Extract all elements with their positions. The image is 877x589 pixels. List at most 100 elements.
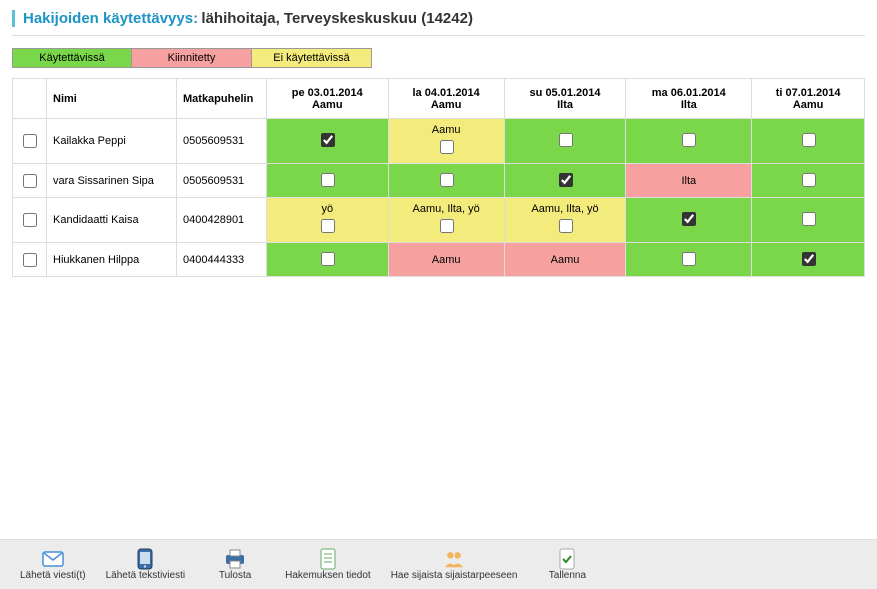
table-row: vara Sissarinen Sipa0505609531 Ilta [13, 164, 865, 198]
availability-checkbox[interactable] [440, 173, 454, 187]
page-title-value: lähihoitaja, Terveyskeskuskuu (14242) [201, 10, 473, 27]
availability-cell-available [267, 243, 389, 277]
availability-cell-available [626, 198, 752, 243]
row-select-cell [13, 119, 47, 164]
availability-cell-pinned: Ilta [626, 164, 752, 198]
save-icon [556, 548, 578, 570]
day-header: ti 07.01.2014Aamu [752, 79, 865, 119]
availability-checkbox[interactable] [440, 219, 454, 233]
day-header: ma 06.01.2014Ilta [626, 79, 752, 119]
availability-checkbox[interactable] [321, 133, 335, 147]
toolbar-button-label: Hakemuksen tiedot [285, 570, 371, 581]
day-header-slot: Aamu [273, 99, 382, 111]
row-select-cell [13, 164, 47, 198]
doc-icon [317, 548, 339, 570]
availability-cell-unavailable: Aamu, Ilta, yö [388, 198, 504, 243]
availability-label: Aamu [395, 123, 498, 137]
toolbar-button-label: Lähetä tekstiviesti [106, 570, 186, 581]
day-header-date: su 05.01.2014 [511, 87, 620, 99]
availability-checkbox[interactable] [682, 252, 696, 266]
availability-checkbox[interactable] [682, 212, 696, 226]
row-select-checkbox[interactable] [23, 134, 37, 148]
availability-checkbox[interactable] [321, 219, 335, 233]
row-select-checkbox[interactable] [23, 174, 37, 188]
name-header: Nimi [47, 79, 177, 119]
row-select-cell [13, 243, 47, 277]
availability-label: Aamu, Ilta, yö [395, 202, 498, 216]
name-cell: vara Sissarinen Sipa [47, 164, 177, 198]
availability-checkbox[interactable] [321, 173, 335, 187]
mail-icon [42, 548, 64, 570]
day-header-date: pe 03.01.2014 [273, 87, 382, 99]
day-header: su 05.01.2014Ilta [504, 79, 626, 119]
phone-cell: 0505609531 [177, 119, 267, 164]
day-header-slot: Aamu [395, 99, 498, 111]
sms-icon [134, 548, 156, 570]
availability-checkbox[interactable] [559, 219, 573, 233]
availability-label: Aamu [395, 253, 498, 267]
toolbar: Lähetä viesti(t) Lähetä tekstiviesti Tulos… [0, 539, 877, 589]
availability-cell-available [752, 119, 865, 164]
availability-checkbox[interactable] [440, 140, 454, 154]
find-substitute-button[interactable]: Hae sijaista sijaistarpeeseen [381, 546, 528, 583]
name-cell: Kailakka Peppi [47, 119, 177, 164]
day-header-date: la 04.01.2014 [395, 87, 498, 99]
phone-cell: 0505609531 [177, 164, 267, 198]
application-details-button[interactable]: Hakemuksen tiedot [275, 546, 381, 583]
availability-cell-available [267, 119, 389, 164]
availability-cell-unavailable: yö [267, 198, 389, 243]
page-title-bar: Hakijoiden käytettävyys: lähihoitaja, Te… [12, 10, 865, 27]
availability-checkbox[interactable] [802, 212, 816, 226]
availability-checkbox[interactable] [802, 173, 816, 187]
availability-cell-available [504, 164, 626, 198]
availability-checkbox[interactable] [802, 133, 816, 147]
day-header-date: ti 07.01.2014 [758, 87, 858, 99]
availability-cell-available [626, 119, 752, 164]
availability-cell-available [267, 164, 389, 198]
availability-cell-available [388, 164, 504, 198]
day-header: pe 03.01.2014Aamu [267, 79, 389, 119]
availability-cell-available [752, 243, 865, 277]
availability-cell-available [626, 243, 752, 277]
legend-unavailable: Ei käytettävissä [252, 48, 372, 68]
day-header-slot: Ilta [511, 99, 620, 111]
day-header-date: ma 06.01.2014 [632, 87, 745, 99]
availability-checkbox[interactable] [682, 133, 696, 147]
availability-cell-available [504, 119, 626, 164]
day-header-slot: Ilta [632, 99, 745, 111]
availability-cell-available [752, 164, 865, 198]
row-select-checkbox[interactable] [23, 213, 37, 227]
availability-cell-available [752, 198, 865, 243]
table-row: Hiukkanen Hilppa0400444333 Aamu Aamu [13, 243, 865, 277]
send-sms-button[interactable]: Lähetä tekstiviesti [96, 546, 196, 583]
table-row: Kailakka Peppi0505609531 Aamu [13, 119, 865, 164]
name-cell: Hiukkanen Hilppa [47, 243, 177, 277]
availability-checkbox[interactable] [559, 173, 573, 187]
page-title-label: Hakijoiden käytettävyys: [23, 10, 198, 27]
toolbar-button-label: Tallenna [549, 570, 586, 581]
legend-pinned: Kiinnitetty [132, 48, 252, 68]
send-message-button[interactable]: Lähetä viesti(t) [10, 546, 96, 583]
select-all-header [13, 79, 47, 119]
availability-checkbox[interactable] [321, 252, 335, 266]
availability-checkbox[interactable] [559, 133, 573, 147]
row-select-checkbox[interactable] [23, 253, 37, 267]
availability-label: yö [273, 202, 382, 216]
row-select-cell [13, 198, 47, 243]
phone-cell: 0400444333 [177, 243, 267, 277]
print-button[interactable]: Tulosta [195, 546, 275, 583]
toolbar-button-label: Tulosta [219, 570, 251, 581]
save-button[interactable]: Tallenna [527, 546, 607, 583]
phone-cell: 0400428901 [177, 198, 267, 243]
day-header-slot: Aamu [758, 99, 858, 111]
toolbar-button-label: Lähetä viesti(t) [20, 570, 86, 581]
legend: KäytettävissäKiinnitettyEi käytettävissä [12, 48, 865, 68]
phone-header: Matkapuhelin [177, 79, 267, 119]
availability-label: Aamu [511, 253, 620, 267]
divider [12, 35, 865, 36]
legend-available: Käytettävissä [12, 48, 132, 68]
availability-table: Nimi Matkapuhelin pe 03.01.2014Aamula 04… [12, 78, 865, 277]
availability-cell-unavailable: Aamu, Ilta, yö [504, 198, 626, 243]
availability-checkbox[interactable] [802, 252, 816, 266]
availability-cell-pinned: Aamu [388, 243, 504, 277]
